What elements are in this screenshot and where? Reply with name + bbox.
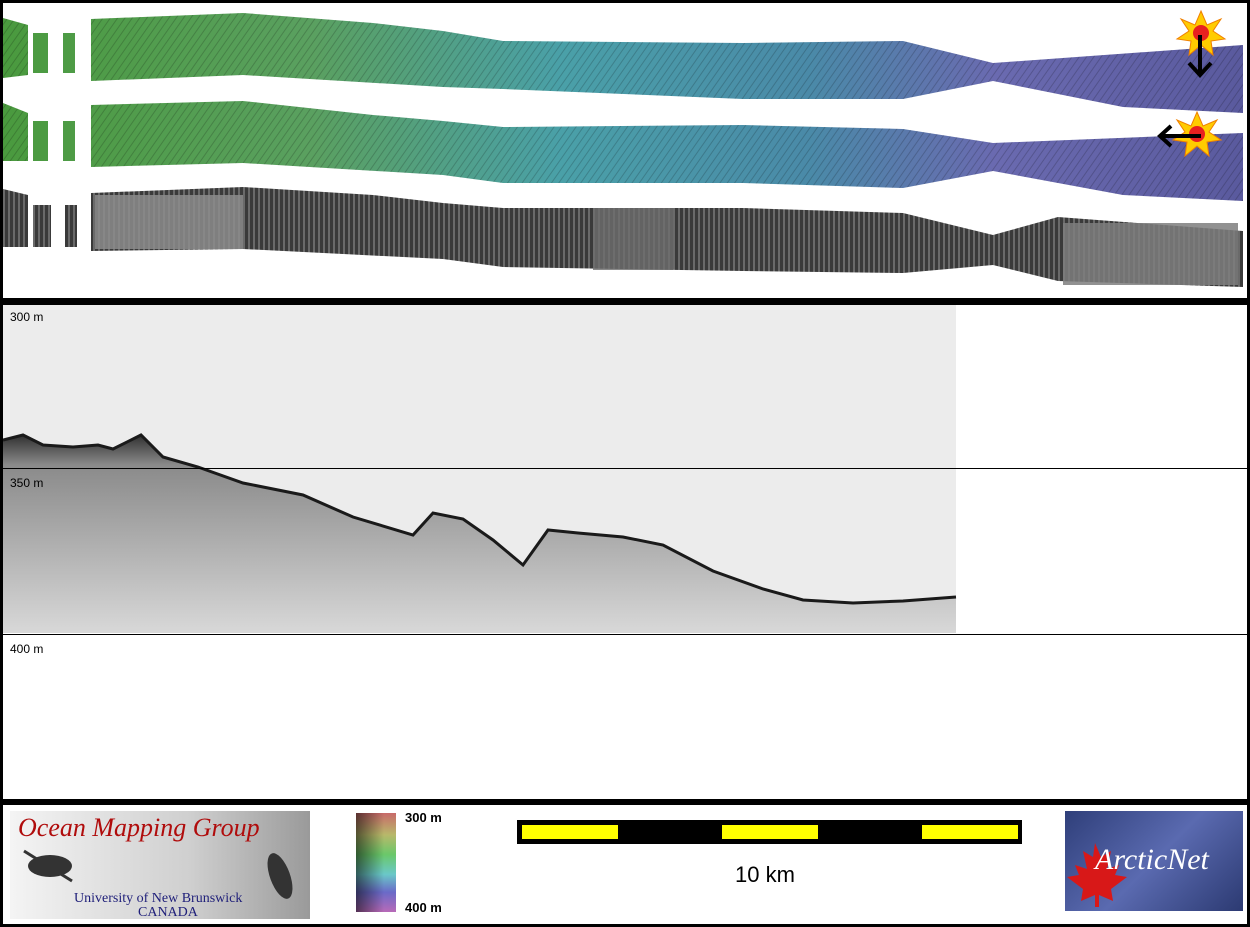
scale-segment xyxy=(722,825,818,839)
colorbar-bottom-label: 400 m xyxy=(405,900,442,915)
partner-logo-text: ArcticNet xyxy=(1095,843,1209,876)
arrow-down-icon xyxy=(1187,35,1213,78)
arcticnet-logo: ArcticNet xyxy=(1065,811,1243,911)
depth-gridline-350 xyxy=(3,468,1247,469)
logo-title: Ocean Mapping Group xyxy=(18,813,260,842)
scale-label: 10 km xyxy=(735,862,795,887)
echogram-seabed-line xyxy=(3,433,957,605)
scale-bar xyxy=(517,820,1022,844)
logo-subtitle-country: CANADA xyxy=(138,905,198,920)
scale-segment xyxy=(922,825,1018,839)
echogram xyxy=(3,305,957,633)
ocean-mapping-group-logo: Ocean Mapping Group University of New Br… xyxy=(10,811,310,920)
maple-leaf-icon xyxy=(1067,843,1127,907)
sonar-vehicle-icon xyxy=(23,849,293,899)
swath-strips-panel xyxy=(3,3,1247,298)
depth-gridline-400 xyxy=(3,634,1247,635)
depth-label-350: 350 m xyxy=(10,476,44,490)
backscatter-strip xyxy=(3,187,1243,287)
scale-segment xyxy=(522,825,618,839)
relief-strip-2 xyxy=(3,101,1243,201)
arrow-left-icon xyxy=(1157,124,1201,148)
relief-strip-1 xyxy=(3,13,1243,113)
logo-subtitle-university: University of New Brunswick xyxy=(74,891,243,906)
depth-label-300: 300 m xyxy=(10,310,44,324)
depth-colorbar xyxy=(356,813,396,912)
colorbar-top-label: 300 m xyxy=(405,810,442,825)
echogram-panel: 300 m 350 m 400 m xyxy=(3,305,1247,799)
swath-strips xyxy=(3,9,1243,287)
legend-panel: Ocean Mapping Group University of New Br… xyxy=(3,805,1247,924)
echogram-seabed xyxy=(3,435,956,633)
depth-label-400: 400 m xyxy=(10,642,44,656)
